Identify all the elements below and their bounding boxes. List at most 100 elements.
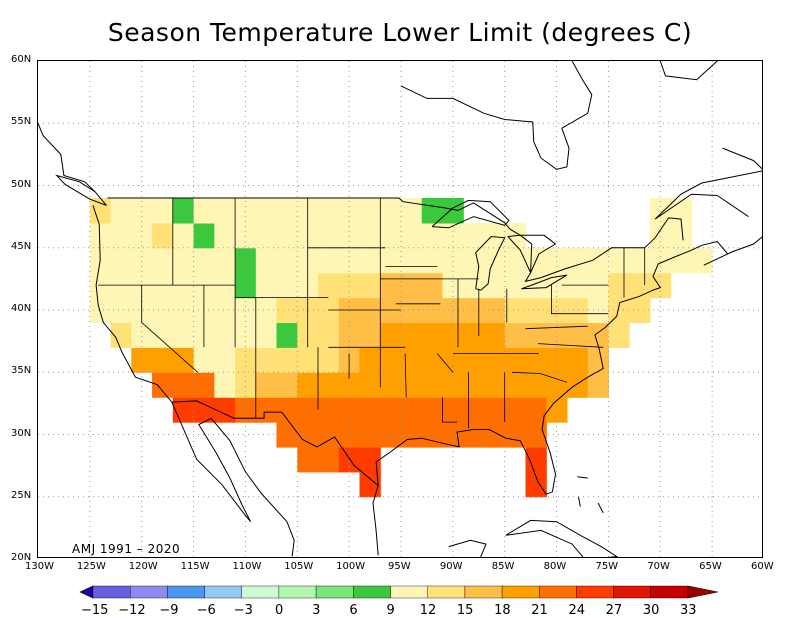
colorbar-swatch (390, 585, 428, 599)
coastline-segment (475, 235, 506, 291)
state-border (525, 325, 588, 330)
lat-label: 40N (11, 303, 32, 314)
colorbar-swatch (204, 585, 243, 599)
temperature-cell (566, 247, 589, 274)
lat-label: 45N (11, 240, 32, 252)
temperature-cell (255, 322, 278, 348)
lat-label: 20N (11, 552, 32, 563)
lon-label: 95W (388, 561, 411, 572)
temperature-cell (401, 322, 423, 348)
temperature-cell (401, 297, 423, 323)
temperature-cell (255, 272, 278, 299)
temperature-cell (380, 198, 402, 224)
temperature-cell (235, 272, 257, 299)
temperature-cell (152, 322, 174, 348)
colorbar-tick-label: 24 (568, 603, 585, 618)
temperature-cell (421, 222, 443, 249)
temperature-cell (525, 272, 547, 299)
colorbar-swatch (613, 585, 651, 599)
colorbar-swatch (278, 585, 317, 599)
temperature-cell (546, 347, 568, 373)
temperature-cell (649, 222, 672, 249)
lat-label: 35N (11, 365, 32, 377)
temperature-cell (442, 372, 464, 398)
temperature-cell (214, 372, 236, 398)
temperature-cell (193, 372, 215, 398)
lat-lon-gridlines (38, 61, 762, 557)
temperature-cell (504, 322, 526, 348)
colorbar-tick-label: 3 (312, 603, 321, 618)
temperature-cell (152, 198, 174, 224)
state-border (404, 353, 407, 398)
colorbar-tick-label: 30 (642, 603, 660, 618)
temperature-cell (214, 397, 236, 423)
temperature-cell (359, 272, 381, 299)
temperature-cell (566, 347, 589, 373)
temperature-cell (463, 222, 485, 249)
coastline-segment (597, 502, 604, 514)
temperature-cell (587, 347, 609, 373)
temperature-cell (235, 247, 257, 274)
temperature-cell (276, 222, 298, 249)
coastline-segment (577, 496, 581, 507)
temperature-cell (566, 297, 589, 323)
temperature-cell (172, 198, 195, 224)
temperature-cell (421, 347, 443, 373)
lon-label: 100W (336, 561, 366, 572)
temperature-cell (110, 297, 132, 323)
temperature-cell (670, 247, 692, 274)
colorbar-tick-label: −9 (159, 603, 179, 618)
temperature-cell (276, 272, 298, 299)
colorbar-low-arrow (79, 585, 94, 599)
temperature-cell (338, 247, 361, 274)
temperature-cell (318, 372, 340, 398)
colorbar-tick-label: 27 (605, 603, 623, 618)
temperature-cell (338, 422, 361, 448)
temperature-cell (255, 372, 278, 398)
colorbar-tick-label: −15 (81, 603, 109, 618)
lon-label: 65W (699, 561, 722, 572)
coastline-segment (521, 274, 568, 290)
temperature-cell (504, 422, 526, 448)
temperature-cell (297, 397, 319, 423)
temperature-cell (484, 397, 506, 423)
temperature-cell (131, 222, 153, 249)
temperature-cell (297, 372, 319, 398)
temperature-cell (484, 247, 506, 274)
lat-label: 30N (11, 427, 32, 439)
temperature-cell (297, 422, 319, 448)
temperature-cell (359, 222, 381, 249)
temperature-cell (629, 272, 651, 299)
temperature-cell (338, 222, 361, 249)
colorbar-tick-label: −6 (196, 603, 216, 618)
temperature-cell (421, 322, 443, 348)
temperature-cell (131, 347, 153, 373)
state-border (537, 343, 604, 348)
temperature-cell (276, 347, 298, 373)
temperature-cell (546, 322, 568, 348)
temperature-cell (463, 322, 485, 348)
temperature-cell (566, 322, 589, 348)
temperature-cell (110, 322, 132, 348)
temperature-cell (172, 222, 195, 249)
temperature-map (38, 61, 762, 557)
temperature-cell (608, 297, 630, 323)
temperature-cell (318, 272, 340, 299)
temperature-cell (629, 247, 651, 274)
coastline-segment (55, 174, 107, 206)
map-panel (37, 60, 763, 558)
temperature-cell (525, 297, 547, 323)
state-border (436, 353, 454, 373)
temperature-cell (401, 347, 423, 373)
temperature-cell (380, 397, 402, 423)
coastline-segment (448, 539, 487, 557)
coastline-segment (505, 519, 619, 557)
coastline-segment (431, 199, 510, 229)
temperature-cell (401, 397, 423, 423)
lon-label: 90W (439, 561, 463, 572)
temperature-cell (318, 198, 340, 224)
lon-label: 125W (76, 561, 106, 572)
temperature-cell (255, 397, 278, 423)
temperature-cell (421, 198, 443, 224)
temperature-cell (172, 322, 195, 348)
